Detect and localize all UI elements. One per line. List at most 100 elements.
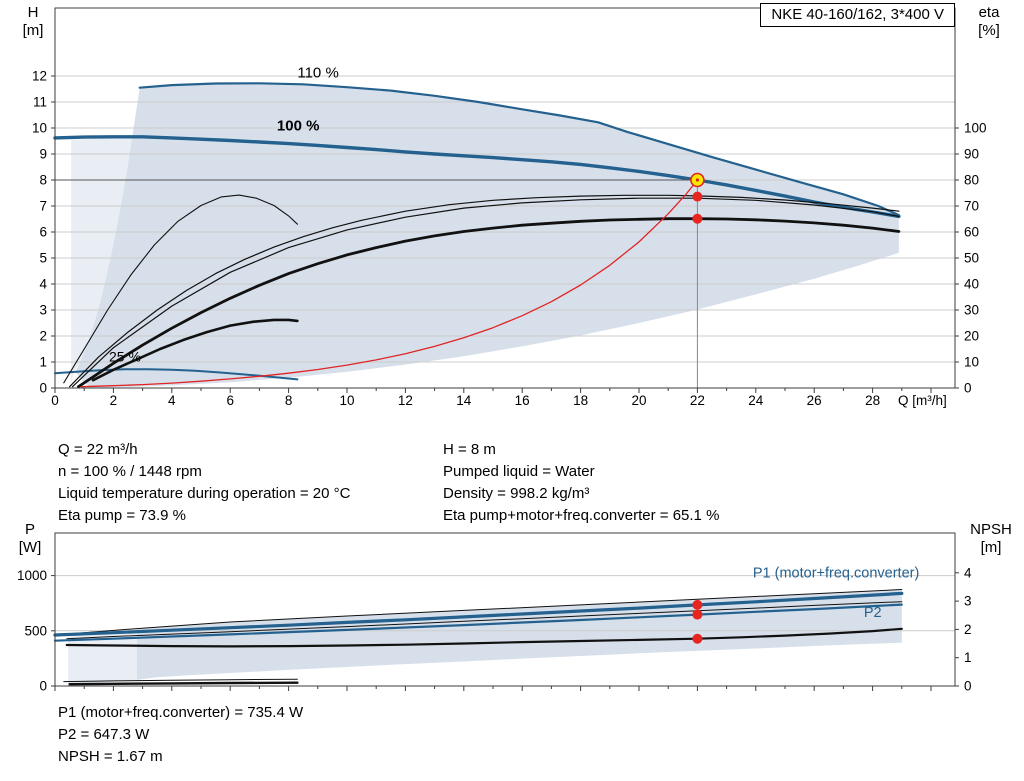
x-tick-label: 6 xyxy=(226,393,234,408)
left-tick-label: 0 xyxy=(39,679,47,694)
left-tick-label: 5 xyxy=(39,251,47,266)
x-tick-label: 16 xyxy=(515,393,530,408)
right-tick-label: 40 xyxy=(964,277,979,292)
eta-pump-marker xyxy=(692,191,703,202)
info-line-npsh: NPSH = 1.67 m xyxy=(58,748,163,765)
envelope-left-light xyxy=(71,137,133,385)
right-axis-title: [m] xyxy=(981,539,1002,556)
right-tick-label: 10 xyxy=(964,355,979,370)
right-tick-label: 30 xyxy=(964,303,979,318)
left-tick-label: 1 xyxy=(39,355,47,370)
right-tick-label: 100 xyxy=(964,121,987,136)
x-tick-label: 14 xyxy=(456,393,472,408)
x-axis-title: Q [m³/h] xyxy=(898,393,947,408)
right-tick-label: 80 xyxy=(964,173,979,188)
info-line-eta-total: Eta pump+motor+freq.converter = 65.1 % xyxy=(443,507,720,524)
right-axis-title: NPSH xyxy=(970,521,1012,538)
plot-frame xyxy=(54,7,956,389)
power-envelope-left-light xyxy=(68,628,137,685)
right-tick-label: 50 xyxy=(964,251,979,266)
right-tick-label: 4 xyxy=(964,565,972,580)
eta-pump-curve-b xyxy=(71,197,900,388)
right-tick-label: 60 xyxy=(964,225,979,240)
power-reduced-thick-line xyxy=(68,681,299,686)
x-tick-label: 2 xyxy=(110,393,118,408)
duty-info-left: Q = 22 m³/h n = 100 % / 1448 rpm Liquid … xyxy=(58,439,350,527)
eta-reduced-speed-curve xyxy=(63,194,298,384)
speed-110-curve xyxy=(138,82,901,217)
left-tick-label: 10 xyxy=(32,121,47,136)
x-tick-label: 26 xyxy=(807,393,822,408)
left-tick-label: 6 xyxy=(39,225,47,240)
info-line-speed: n = 100 % / 1448 rpm xyxy=(58,463,202,480)
p2-curve xyxy=(53,603,903,642)
right-tick-label: 1 xyxy=(964,650,972,665)
right-tick-label: 2 xyxy=(964,622,972,637)
info-line-head: H = 8 m xyxy=(443,441,496,458)
left-axis-title: [m] xyxy=(23,22,44,39)
power-info: P1 (motor+freq.converter) = 735.4 W P2 =… xyxy=(58,702,303,768)
x-tick-label: 20 xyxy=(631,393,646,408)
power-envelope-top-line xyxy=(66,589,903,635)
x-tick-label: 10 xyxy=(339,393,354,408)
duty-point-marker-center xyxy=(695,178,700,182)
p2-marker xyxy=(692,609,703,620)
operating-envelope xyxy=(75,83,899,388)
label-25pct: 25 % xyxy=(109,348,141,364)
eta-total-reduced-curve xyxy=(91,318,299,382)
power-envelope xyxy=(136,589,902,680)
right-tick-label: 3 xyxy=(964,594,972,609)
left-tick-label: 500 xyxy=(24,623,47,638)
duty-info-right: H = 8 m Pumped liquid = Water Density = … xyxy=(443,439,719,527)
left-tick-label: 8 xyxy=(39,173,47,188)
left-axis-title: P xyxy=(25,521,35,538)
affinity-duty-curve xyxy=(80,179,699,388)
info-line-temperature: Liquid temperature during operation = 20… xyxy=(58,485,351,502)
right-tick-label: 20 xyxy=(964,329,979,344)
left-tick-label: 12 xyxy=(32,69,47,84)
speed-25-curve xyxy=(54,368,299,381)
right-tick-label: 0 xyxy=(964,381,972,396)
left-tick-label: 11 xyxy=(33,95,47,110)
left-axis-title: [W] xyxy=(19,539,42,556)
label-100pct: 100 % xyxy=(277,118,320,135)
npsh-curve xyxy=(65,627,903,648)
chart-title-box: NKE 40-160/162, 3*400 V xyxy=(760,3,955,27)
info-line-eta-pump: Eta pump = 73.9 % xyxy=(58,507,186,524)
x-tick-label: 4 xyxy=(168,393,176,408)
eta-total-marker xyxy=(692,213,703,224)
left-tick-label: 4 xyxy=(39,277,47,292)
p1-curve xyxy=(53,591,904,637)
power-mid-thin-line xyxy=(66,601,903,640)
x-tick-label: 12 xyxy=(398,393,413,408)
left-tick-label: 7 xyxy=(39,199,47,214)
x-tick-label: 28 xyxy=(865,393,880,408)
right-axis-title: eta xyxy=(979,4,1001,21)
plot-frame xyxy=(54,532,956,687)
info-line-p1: P1 (motor+freq.converter) = 735.4 W xyxy=(58,704,304,721)
left-tick-label: 9 xyxy=(39,147,47,162)
label-p1: P1 (motor+freq.converter) xyxy=(753,565,919,581)
info-line-density: Density = 998.2 kg/m³ xyxy=(443,485,590,502)
x-tick-label: 8 xyxy=(285,393,293,408)
eta-total-curve xyxy=(77,217,901,389)
x-tick-label: 18 xyxy=(573,393,588,408)
speed-100-curve xyxy=(53,135,901,219)
info-line-q: Q = 22 m³/h xyxy=(58,441,138,458)
left-tick-label: 0 xyxy=(39,381,47,396)
pump-performance-chart: 0 2 4 6 8 10 12 14 16 18 20 22 24 26 28 Q [m³/h]0123456… xyxy=(23,4,1001,408)
right-tick-label: 70 xyxy=(964,199,979,214)
left-tick-label: 2 xyxy=(39,329,47,344)
left-tick-label: 1000 xyxy=(17,568,47,583)
right-tick-label: 0 xyxy=(964,679,972,694)
p1-marker xyxy=(692,599,703,610)
right-axis-title: [%] xyxy=(978,22,1000,39)
right-tick-label: 90 xyxy=(964,147,979,162)
info-line-p2: P2 = 647.3 W xyxy=(58,726,150,743)
label-110pct: 110 % xyxy=(297,64,338,81)
left-tick-label: 3 xyxy=(39,303,47,318)
x-tick-label: 22 xyxy=(690,393,705,408)
npsh-marker xyxy=(692,633,703,644)
power-npsh-chart: 0 500 1000 0 1 2 3 4 P[W] NPSH[m] P1 (motor+freq.c… xyxy=(17,521,1012,694)
info-line-liquid: Pumped liquid = Water xyxy=(443,463,595,480)
